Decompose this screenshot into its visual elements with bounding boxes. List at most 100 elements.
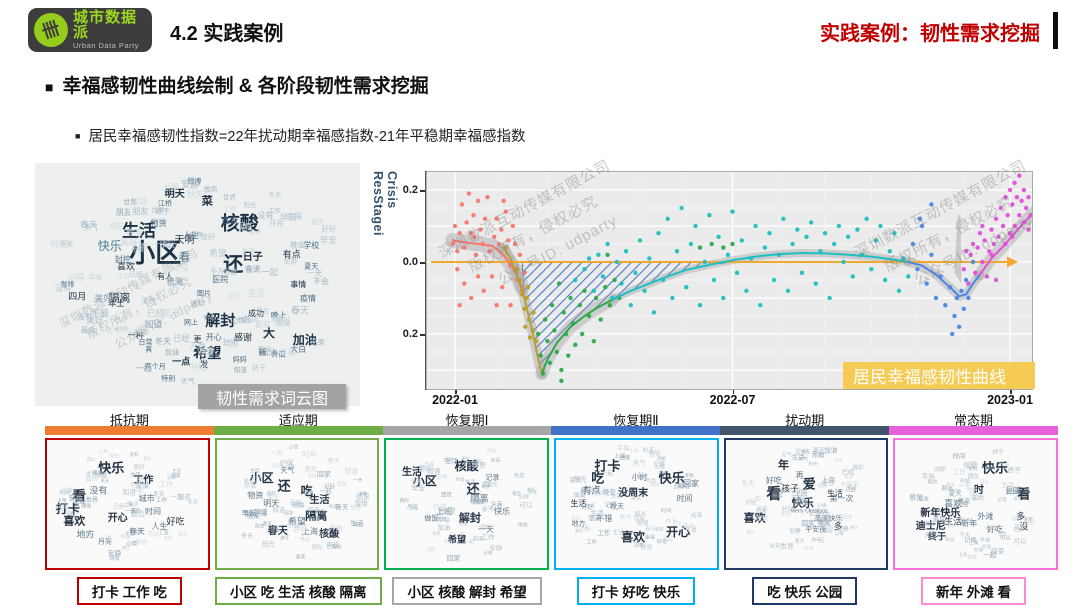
cloud-word: 人生	[183, 230, 199, 240]
cloud-word: 一天	[474, 523, 484, 529]
cloud-word: 最后	[130, 508, 141, 515]
y-tick-label: 0.0	[402, 256, 418, 268]
cloud-word: 物资	[247, 491, 264, 501]
cloud-word: 封控	[114, 255, 131, 265]
cloud-word: 知道	[233, 366, 247, 374]
cloud-word: 核酸	[454, 458, 479, 473]
cloud-word: 开始	[959, 478, 971, 485]
cloud-word: 秋天	[811, 536, 821, 542]
logo-glyph-icon: 卌	[39, 17, 63, 43]
cloud-word: 快乐	[98, 460, 125, 476]
cloud-word: 不能	[90, 308, 110, 319]
cloud-word: 心情	[655, 465, 665, 471]
cloud-word: 冬天	[202, 316, 215, 323]
cloud-word: 结束	[309, 516, 321, 523]
cloud-word: 春天	[801, 448, 811, 454]
cloud-word: 夏天	[812, 447, 825, 454]
cloud-word: 生活	[570, 499, 587, 508]
cloud-word: 安静	[181, 179, 199, 190]
cloud-word: 美好	[136, 475, 145, 481]
cloud-word: 核酸	[220, 213, 259, 235]
cloud-word: 没有	[289, 499, 302, 507]
cloud-word: 网上	[184, 319, 198, 327]
cloud-word: 咖啡	[60, 281, 75, 288]
cloud-word: 打卡	[594, 458, 621, 474]
cloud-word: 好好	[321, 224, 337, 234]
stage-wordcloud-box: 快乐看新年快乐 迪士尼 生活 喜欢 终于 好吃多没回家 外滩时新年 安静 朋友 希望 记得 真的 早安幸…	[893, 438, 1059, 570]
cloud-word: 一天	[470, 460, 483, 467]
cloud-word: 心情	[986, 524, 995, 530]
cloud-word: 阳光	[331, 545, 342, 551]
cloud-word: 好好	[444, 508, 456, 515]
cloud-word: 工作	[629, 448, 639, 454]
cloud-word: 终于	[665, 518, 678, 525]
cloud-word: 四月	[68, 291, 87, 302]
cloud-word: 感觉	[81, 503, 92, 510]
cloud-word: 记得	[67, 272, 85, 283]
cloud-word: 秋天	[186, 189, 204, 199]
cloud-word: 幸福	[969, 460, 979, 466]
cloud-word: 开始	[811, 451, 825, 459]
cloud-word: 世界	[150, 207, 165, 215]
cloud-word: 没有	[483, 550, 493, 556]
stage-bar-segment	[720, 426, 890, 435]
cloud-word: 时间	[145, 506, 162, 516]
cloud-word: 新年快乐	[920, 508, 961, 520]
cloud-word: 不会	[313, 277, 329, 287]
stage-keywords-tag: 打卡 好吃 快乐	[576, 577, 696, 605]
cloud-word: 真	[145, 346, 153, 354]
cloud-word: 有人	[157, 272, 173, 282]
cloud-word: 生活	[172, 468, 181, 474]
stage-keyword-row: 打卡 工作 吃 小区 吃 生活 核酸 隔离 小区 核酸 解封 希望 打卡 好吃 快乐 吃…	[45, 577, 1058, 605]
cloud-word: 早安	[319, 235, 338, 246]
cloud-word: 好好	[581, 505, 593, 512]
cloud-word: 还	[466, 481, 480, 497]
cloud-word: 看	[1017, 486, 1031, 502]
cloud-word: 工作	[586, 539, 597, 546]
cloud-word: 世界	[222, 194, 237, 202]
cloud-word: 冬天	[129, 481, 143, 489]
cloud-word: 再	[795, 470, 804, 480]
cloud-word: 夏天	[143, 455, 152, 461]
cloud-word: 不错	[596, 514, 613, 524]
cloud-word: 加油	[821, 523, 832, 529]
cloud-word: 今天	[768, 544, 781, 551]
cloud-word: 心情	[443, 538, 453, 544]
cloud-word: 在家	[222, 216, 238, 226]
cloud-word: 没有	[257, 210, 274, 220]
cloud-word: 小时	[631, 473, 648, 483]
cloud-word: 开始	[657, 456, 666, 462]
cloud-word: 记得	[604, 502, 617, 510]
cloud-word: 晚安	[946, 482, 955, 488]
cloud-word: 早安	[475, 499, 485, 505]
cloud-word: 晚安	[461, 455, 471, 461]
cloud-word: 夏天	[794, 539, 805, 545]
cloud-word: 冬天	[241, 533, 254, 540]
cloud-word: 开始	[756, 506, 768, 513]
cloud-word: 知道	[427, 468, 441, 476]
cloud-word: 开始	[486, 448, 497, 455]
x-tick-label: 2022-07	[709, 393, 756, 407]
resilience-wordcloud-panel: 深圳数派互动传媒有限公司 版权所有，侵权必究 公众号ID: udparty 小区 核酸…	[35, 163, 360, 406]
cloud-word: 天气	[798, 457, 808, 463]
cloud-word: 加油	[794, 499, 808, 507]
cloud-word: 夏天	[161, 307, 179, 318]
cloud-word: 现在	[227, 294, 240, 301]
cloud-word: 已经	[1013, 526, 1023, 532]
cloud-word: 一起	[632, 473, 644, 480]
cloud-word: 冬天	[248, 229, 261, 237]
cloud-word: 微博	[187, 178, 202, 186]
stage-wordcloud-box: 看爱年快乐 喜欢 孩子 好吃 生活 第一次 Merry Christmas 圣诞快乐多平安夜再…	[723, 438, 889, 570]
cloud-word: 晚安	[290, 239, 306, 249]
cloud-word: 加油	[918, 496, 929, 503]
cloud-word: 最后	[256, 308, 270, 316]
cloud-word: 秋天	[593, 492, 604, 498]
cloud-word: 慢慢	[517, 523, 528, 529]
cloud-word: 菜	[201, 195, 213, 208]
cloud-word: 上海	[57, 497, 67, 503]
cloud-word: 现在	[136, 539, 148, 546]
cloud-word: 生活	[122, 221, 156, 241]
cloud-word: 心情	[101, 535, 112, 542]
cloud-word: 天气	[250, 477, 263, 484]
cloud-word: 记得	[964, 538, 977, 545]
